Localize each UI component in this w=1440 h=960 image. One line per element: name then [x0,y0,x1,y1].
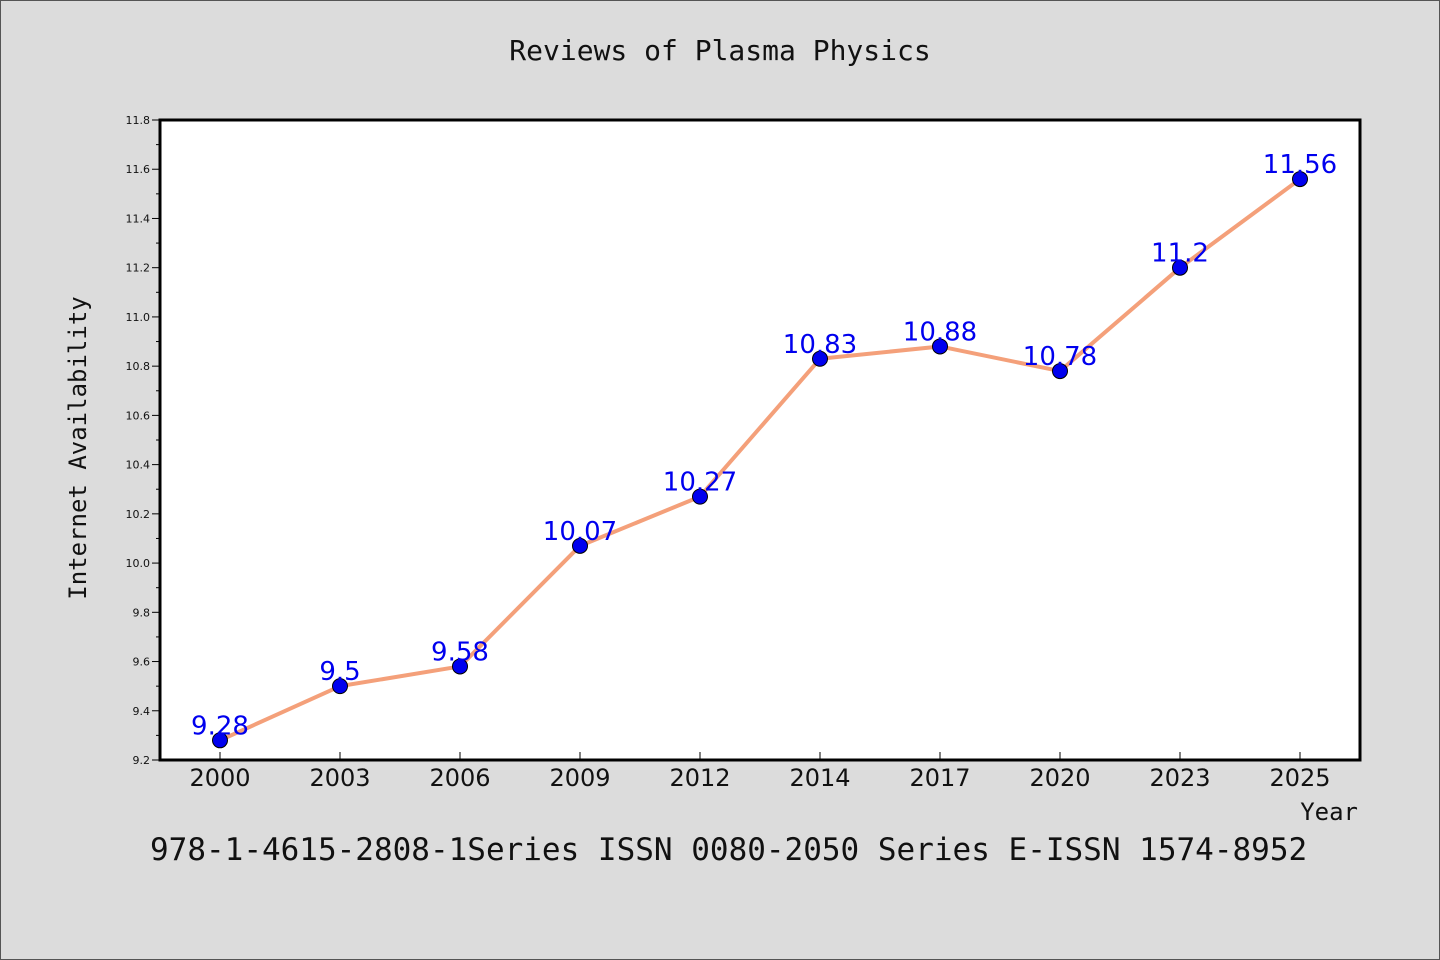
data-label: 9.28 [191,711,249,741]
data-points [212,171,1308,749]
data-point [932,338,948,355]
data-point [332,678,348,695]
x-tick-label: 2014 [789,764,850,792]
data-label: 11.56 [1263,150,1337,180]
y-tick-label: 10.0 [126,557,151,570]
y-tick-label: 10.6 [126,409,151,422]
y-tick-label: 11.6 [126,163,151,176]
y-tick-label: 11.8 [126,114,151,127]
data-label: 10.78 [1023,342,1097,372]
plot-area [158,118,1362,762]
data-labels: 9.28 9.5 9.58 10.07 10.27 10.83 10.88 10.78 11.2… [191,150,1337,741]
y-tick-label: 11.0 [126,311,151,324]
data-label: 9.5 [319,657,360,687]
data-label: 10.27 [663,468,737,498]
data-point [1292,171,1308,188]
x-tick-label: 2017 [909,764,970,792]
x-tick-label: 2025 [1269,764,1330,792]
data-point [812,350,828,367]
data-point [452,658,468,675]
x-tick-label: 2012 [669,764,730,792]
x-tick-label: 2003 [309,764,370,792]
y-axis: 9.2 9.4 9.6 9.8 10.0 10.2 10.4 10.6 10.8 11.0 11.2… [126,114,160,767]
y-tick-label: 9.6 [133,656,151,669]
data-point [692,488,708,505]
data-point [1172,259,1188,276]
isbn-footer: 978-1-4615-2808-1Series ISSN 0080-2050 S… [150,832,1308,868]
x-tick-label: 2023 [1149,764,1210,792]
series-line [219,177,1302,743]
data-point [212,732,228,749]
y-tick-label: 11.2 [126,262,151,275]
data-point [572,537,588,554]
x-tick-label: 2009 [549,764,610,792]
y-tick-label: 9.2 [133,754,151,767]
y-tick-label: 9.8 [133,606,151,619]
y-tick-label: 10.2 [126,508,151,521]
x-tick-label: 2006 [429,764,490,792]
y-tick-label: 10.4 [126,459,151,472]
y-tick-label: 9.4 [133,705,151,718]
y-tick-label: 10.8 [126,360,151,373]
x-tick-label: 2020 [1029,764,1090,792]
y-axis-label: Internet Availability [64,296,92,599]
data-label: 10.88 [903,317,977,347]
data-label: 10.07 [543,517,617,547]
x-tick-label: 2000 [189,764,250,792]
y-tick-label: 11.4 [126,212,151,225]
data-label: 10.83 [783,330,857,360]
chart-title: Reviews of Plasma Physics [509,34,931,67]
x-axis-label: Year [1300,798,1358,826]
data-point [1052,363,1068,380]
data-label: 9.58 [431,637,489,667]
x-axis: 2000 2003 2006 2009 2012 2014 2017 2020 2023 2025 [189,752,1331,792]
data-label: 11.2 [1151,239,1209,269]
